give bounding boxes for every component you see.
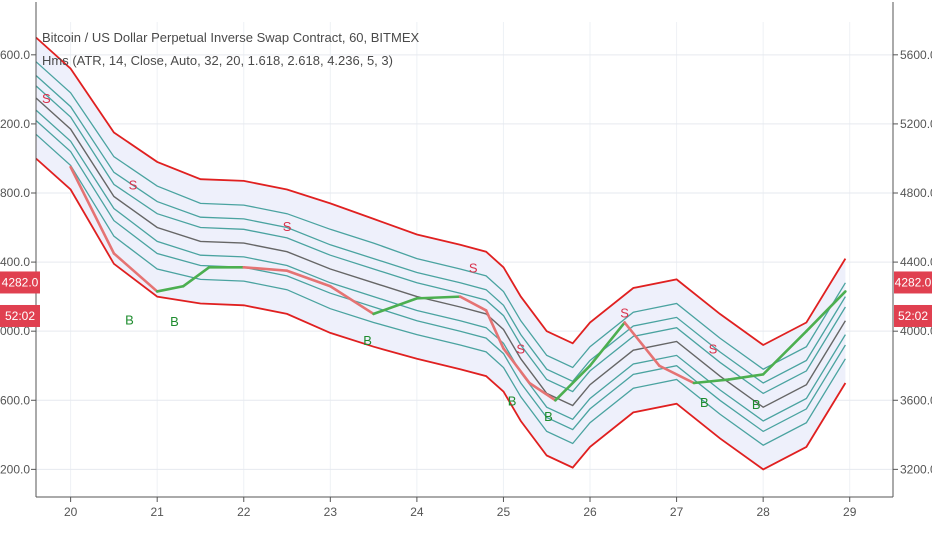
y-tick-label-left: 3600.0 [0,393,30,407]
trend-segment [181,265,211,288]
y-tick-label-right: 5200.0 [900,117,932,131]
trend-segment [155,284,185,293]
buy-signal-label: B [700,395,709,410]
series-line-outer-lower [35,157,847,471]
x-tick-label: 26 [583,505,597,519]
sell-signal-label: S [620,305,629,320]
trend-segment [329,284,375,316]
y-tick-label-left: 5200.0 [0,117,30,131]
sell-signal-label: S [283,219,292,234]
y-tick-label-left: 4800.0 [0,186,30,200]
x-tick-label: 29 [843,505,857,519]
series-line-band-upper-3 [35,61,846,370]
x-tick-label: 22 [237,505,251,519]
buy-signal-label: B [544,409,553,424]
price-tag-left-1 [0,304,40,327]
trend-segment [458,295,488,312]
trend-segment [285,269,332,288]
x-tick-label: 20 [64,505,78,519]
trend-segment [623,321,661,368]
indicator-label: Hms (ATR, 14, Close, Auto, 32, 20, 1.618… [42,53,393,68]
y-tick-label-left: 5600.0 [0,48,30,62]
chart-title: Bitcoin / US Dollar Perpetual Inverse Sw… [42,30,420,45]
price-tag-right-1 [894,304,932,327]
buy-signal-label: B [363,333,372,348]
sell-signal-label: S [709,342,718,357]
sell-signal-label: S [469,260,478,275]
trend-segment [502,347,531,385]
x-tick-label: 24 [410,505,424,519]
trend-segment [692,378,730,385]
sell-signal-label: S [42,91,51,106]
y-tick-label-left: 3200.0 [0,462,30,476]
trend-segment [588,321,626,368]
y-tick-label-right: 4400.0 [900,255,932,269]
x-tick-label: 25 [497,505,511,519]
buy-signal-label: B [752,397,761,412]
sell-signal-label: S [516,342,525,357]
x-tick-label: 21 [151,505,165,519]
x-tick-label: 28 [756,505,770,519]
sell-signal-label: S [129,178,138,193]
y-tick-label-right: 4800.0 [900,186,932,200]
y-tick-label-left: 4400.0 [0,255,30,269]
price-tag-label-right: 52:02 [898,309,928,323]
y-tick-label-right: 5600.0 [900,48,932,62]
buy-signal-label: B [125,312,134,327]
trend-segment [727,373,765,381]
series-line-band-lower-3 [35,133,846,446]
series-line-band-upper-1 [35,85,846,395]
trend-segment [112,252,159,293]
y-tick-label-right: 3600.0 [900,393,932,407]
price-tag-label-left: 4282.0 [2,275,39,289]
price-tag-label-left: 52:02 [5,309,35,323]
y-tick-label-left: 4000.0 [0,324,30,338]
x-tick-label: 23 [324,505,338,519]
series-line-outer-upper [35,36,847,347]
y-tick-label-right: 3200.0 [900,462,932,476]
y-tick-label-right: 4000.0 [900,324,932,338]
trend-segment [554,364,592,402]
trend-segment [242,265,289,273]
series-line-middle [35,97,846,409]
x-tick-label: 27 [670,505,684,519]
price-tag-label-right: 4282.0 [895,275,932,289]
buy-signal-label: B [170,314,179,329]
trend-segment [372,297,419,316]
trend-segment [657,364,696,385]
trend-segment [528,381,557,402]
price-tag-left-0 [0,271,40,294]
trend-segment [805,290,847,333]
series-line-band-upper-2 [35,75,846,384]
trend-segment [415,295,462,300]
trend-segment [761,329,808,376]
trend-segment [484,309,505,350]
buy-signal-label: B [508,393,517,408]
series-line-band-lower-1 [35,109,846,422]
series-line-band-lower-2 [35,120,846,433]
price-tag-right-0 [894,271,932,294]
trend-segment [69,165,116,255]
